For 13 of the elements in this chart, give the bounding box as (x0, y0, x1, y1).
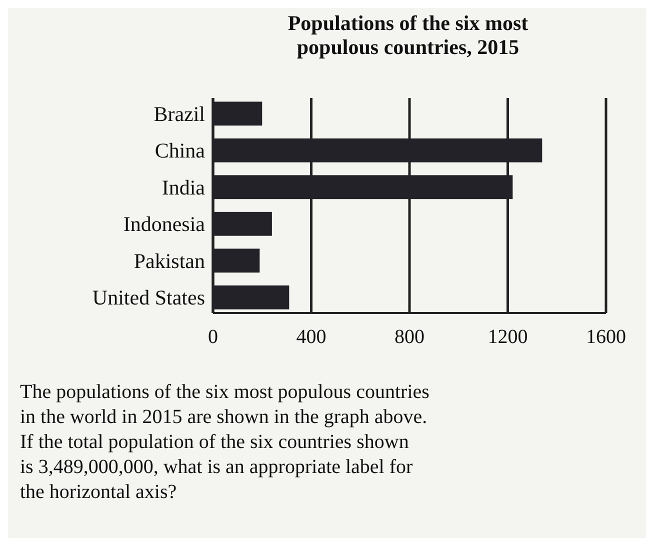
y-tick-label: China (154, 138, 206, 163)
y-tick-label: Indonesia (123, 212, 206, 236)
x-tick-label: 400 (296, 326, 326, 348)
text: The populations of the six most populous countries in the world in 2015 are shown in the graph above. If the total population of the six countries shown is 3,489,000,000, what is an appropriate label for the horizontal axis? (20, 381, 430, 503)
y-tick-label: India (162, 175, 206, 200)
x-tick-label: 1600 (586, 326, 626, 348)
x-tick-label: 1200 (488, 326, 528, 348)
y-tick-label: United States (92, 286, 205, 310)
x-tick-label: 0 (208, 326, 218, 348)
chart-title: Populations of the six most populous countries, 2015 (288, 11, 528, 59)
x-tick-label: 800 (394, 326, 424, 348)
y-tick-label: Pakistan (134, 248, 206, 273)
y-tick-label: Brazil (154, 102, 206, 126)
